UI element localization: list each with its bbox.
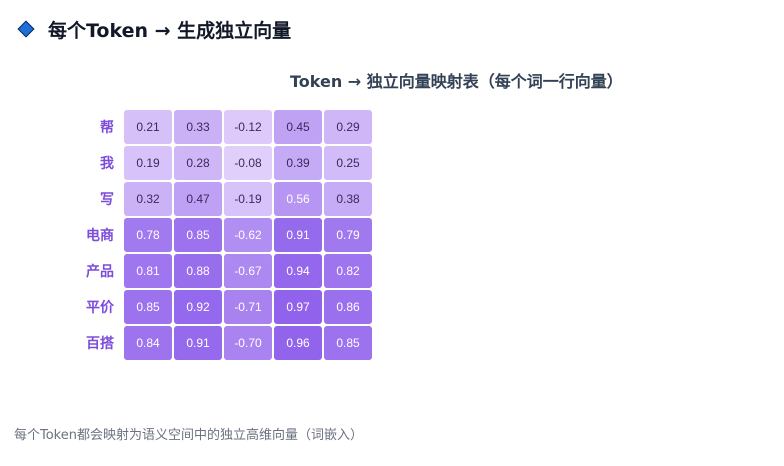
token-label: 写 [100, 192, 114, 208]
vector-cell: 0.88 [174, 254, 222, 288]
table-row: 写 0.32 0.47 -0.19 0.56 0.38 [60, 182, 374, 216]
token-label: 平价 [86, 300, 114, 316]
vector-table: 帮 0.21 0.33 -0.12 0.45 0.29 我 0.19 0.28 -0.08 0.39… [60, 110, 374, 362]
diamond-icon [17, 20, 35, 38]
table-row: 帮 0.21 0.33 -0.12 0.45 0.29 [60, 110, 374, 144]
token-label: 我 [100, 156, 114, 172]
vector-cell: 0.28 [174, 146, 222, 180]
header: 每个Token → 生成独立向量 [17, 14, 292, 44]
vector-cell: 0.47 [174, 182, 222, 216]
vector-cell: 0.85 [174, 218, 222, 252]
vector-cell: 0.21 [124, 110, 172, 144]
vector-cell: 0.94 [274, 254, 322, 288]
table-title: Token → 独立向量映射表（每个词一行向量） [290, 72, 623, 91]
vector-cell: 0.38 [324, 182, 372, 216]
vector-cell: 0.97 [274, 290, 322, 324]
vector-cell: 0.33 [174, 110, 222, 144]
vector-cell: 0.85 [124, 290, 172, 324]
vector-cell: 0.56 [274, 182, 322, 216]
token-label: 电商 [86, 228, 114, 244]
vector-cell: 0.29 [324, 110, 372, 144]
vector-cell: 0.78 [124, 218, 172, 252]
vector-cell: 0.92 [174, 290, 222, 324]
vector-cell: 0.39 [274, 146, 322, 180]
table-row: 产品 0.81 0.88 -0.67 0.94 0.82 [60, 254, 374, 288]
vector-cell: 0.19 [124, 146, 172, 180]
vector-cell: -0.08 [224, 146, 272, 180]
table-row: 百搭 0.84 0.91 -0.70 0.96 0.85 [60, 326, 374, 360]
page-title: 每个Token → 生成独立向量 [48, 19, 292, 42]
vector-cell: -0.71 [224, 290, 272, 324]
vector-cell: -0.70 [224, 326, 272, 360]
vector-cell: -0.12 [224, 110, 272, 144]
vector-cell: 0.81 [124, 254, 172, 288]
vector-cell: 0.84 [124, 326, 172, 360]
table-row: 平价 0.85 0.92 -0.71 0.97 0.86 [60, 290, 374, 324]
vector-cell: -0.19 [224, 182, 272, 216]
vector-cell: 0.85 [324, 326, 372, 360]
vector-cell: 0.86 [324, 290, 372, 324]
vector-cell: -0.62 [224, 218, 272, 252]
vector-cell: 0.91 [174, 326, 222, 360]
caption: 每个Token都会映射为语义空间中的独立高维向量（词嵌入） [14, 428, 363, 443]
token-label: 帮 [100, 120, 114, 136]
table-row: 电商 0.78 0.85 -0.62 0.91 0.79 [60, 218, 374, 252]
vector-cell: 0.82 [324, 254, 372, 288]
vector-cell: 0.91 [274, 218, 322, 252]
token-label: 产品 [86, 264, 114, 280]
vector-cell: 0.79 [324, 218, 372, 252]
vector-cell: 0.45 [274, 110, 322, 144]
table-row: 我 0.19 0.28 -0.08 0.39 0.25 [60, 146, 374, 180]
vector-cell: 0.96 [274, 326, 322, 360]
token-label: 百搭 [86, 336, 114, 352]
vector-cell: 0.25 [324, 146, 372, 180]
vector-cell: -0.67 [224, 254, 272, 288]
vector-cell: 0.32 [124, 182, 172, 216]
